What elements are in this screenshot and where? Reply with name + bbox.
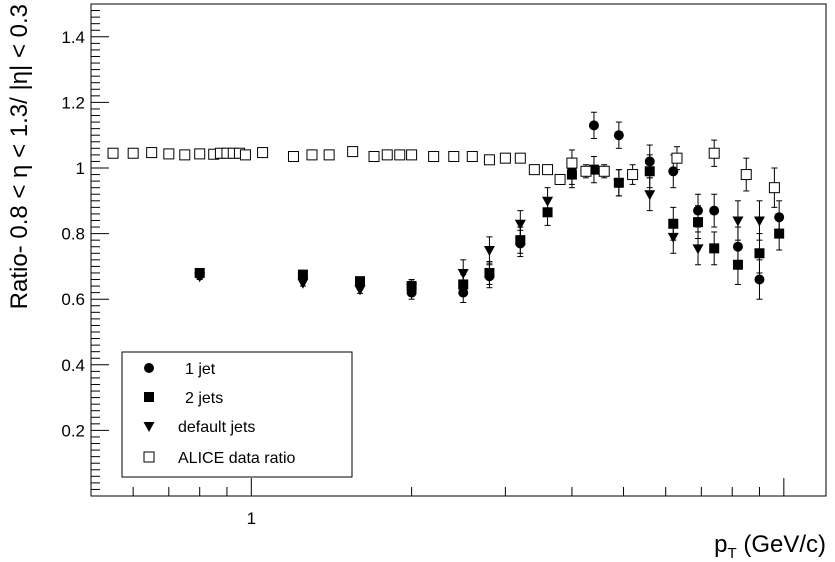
- data-point: [580, 165, 592, 177]
- data-point: [257, 147, 269, 159]
- data-point: [644, 190, 656, 201]
- data-point: [297, 278, 309, 289]
- data-point: [354, 285, 366, 296]
- series-square: [194, 154, 785, 295]
- data-point: [732, 216, 744, 227]
- data-point: [774, 228, 785, 239]
- data-point: [406, 283, 418, 294]
- data-point: [732, 259, 743, 270]
- data-point: [668, 166, 679, 177]
- data-point: [406, 149, 418, 161]
- data-point: [709, 243, 720, 254]
- legend-marker: [143, 422, 155, 432]
- data-point: [515, 235, 526, 246]
- data-point: [588, 164, 599, 175]
- data-point: [368, 151, 380, 163]
- data-point: [692, 244, 704, 255]
- legend-label: default jets: [178, 419, 255, 436]
- legend-marker: [144, 392, 154, 402]
- x-tick-label: 1: [247, 509, 256, 528]
- data-point: [667, 232, 679, 243]
- data-point: [194, 272, 206, 283]
- legend: 1 jet 2 jets default jets ALICE data ratio: [121, 351, 353, 478]
- y-tick-label: 0.2: [61, 421, 85, 440]
- data-point: [483, 154, 495, 166]
- data-point: [644, 166, 655, 177]
- data-point: [347, 146, 359, 158]
- legend-entries: 1 jet 2 jets default jets ALICE data ratio: [143, 361, 296, 467]
- data-point: [613, 130, 624, 141]
- legend-box: [121, 351, 353, 478]
- data-point: [588, 120, 599, 131]
- y-tick-label: 0.8: [61, 225, 85, 244]
- data-point: [566, 157, 578, 169]
- y-tick-label: 0.6: [61, 290, 85, 309]
- data-point: [740, 169, 752, 181]
- data-point: [514, 219, 526, 230]
- data-point: [484, 267, 495, 278]
- data-point: [457, 268, 469, 279]
- data-point: [179, 149, 191, 161]
- y-ticks: 0.2 0.4 0.6 0.8 1 1.2 1.4: [61, 10, 109, 490]
- x-axis-title-unit: (GeV/c): [737, 531, 826, 558]
- series-triangle-down: [194, 157, 765, 296]
- data-point: [355, 276, 366, 287]
- data-point: [598, 165, 610, 177]
- data-point: [768, 182, 780, 194]
- data-point: [754, 248, 765, 259]
- data-point: [287, 151, 299, 163]
- y-tick-label: 1: [76, 159, 85, 178]
- x-axis-title: pT (GeV/c): [714, 531, 826, 562]
- data-point: [146, 147, 158, 159]
- data-point: [709, 205, 720, 216]
- series-open-square: [107, 139, 780, 208]
- legend-label: 1 jet: [185, 361, 216, 378]
- data-point: [483, 246, 495, 256]
- data-point: [613, 178, 625, 189]
- data-point: [554, 173, 566, 185]
- x-ticks: 1: [90, 478, 785, 528]
- data-point: [381, 149, 393, 161]
- legend-label: ALICE data ratio: [178, 450, 296, 467]
- x-axis-title-sub: T: [727, 545, 736, 562]
- y-tick-label: 1.2: [61, 93, 85, 112]
- data-point: [499, 152, 511, 164]
- data-point: [528, 164, 540, 176]
- data-point: [297, 269, 308, 280]
- data-point: [306, 149, 318, 161]
- y-tick-label: 0.4: [61, 356, 85, 375]
- data-point: [693, 217, 704, 228]
- x-axis-title-main: p: [714, 531, 727, 558]
- data-point: [671, 152, 683, 164]
- data-point: [708, 147, 720, 159]
- data-point: [566, 167, 578, 178]
- data-point: [194, 148, 206, 160]
- data-point: [163, 148, 175, 160]
- axes: [90, 3, 827, 497]
- y-axis-title: Ratio- 0.8 < η < 1.3/ |η| < 0.3: [6, 4, 33, 309]
- data-point: [514, 152, 526, 164]
- data-point: [107, 147, 119, 159]
- y-tick-label: 1.4: [61, 28, 85, 47]
- plot-frame: [90, 3, 827, 497]
- data-point: [754, 274, 765, 285]
- data-point: [448, 151, 460, 163]
- data-point: [239, 149, 251, 161]
- series-group: [107, 111, 785, 303]
- data-point: [466, 151, 478, 163]
- legend-label: 2 jets: [185, 390, 223, 407]
- data-point: [627, 169, 639, 181]
- data-point: [542, 164, 554, 176]
- data-point: [323, 149, 335, 161]
- legend-marker: [143, 451, 155, 463]
- data-point: [753, 216, 765, 227]
- legend-marker: [144, 363, 154, 373]
- data-point: [428, 151, 440, 163]
- data-point: [542, 196, 554, 207]
- data-point: [127, 147, 139, 159]
- data-point: [394, 149, 406, 161]
